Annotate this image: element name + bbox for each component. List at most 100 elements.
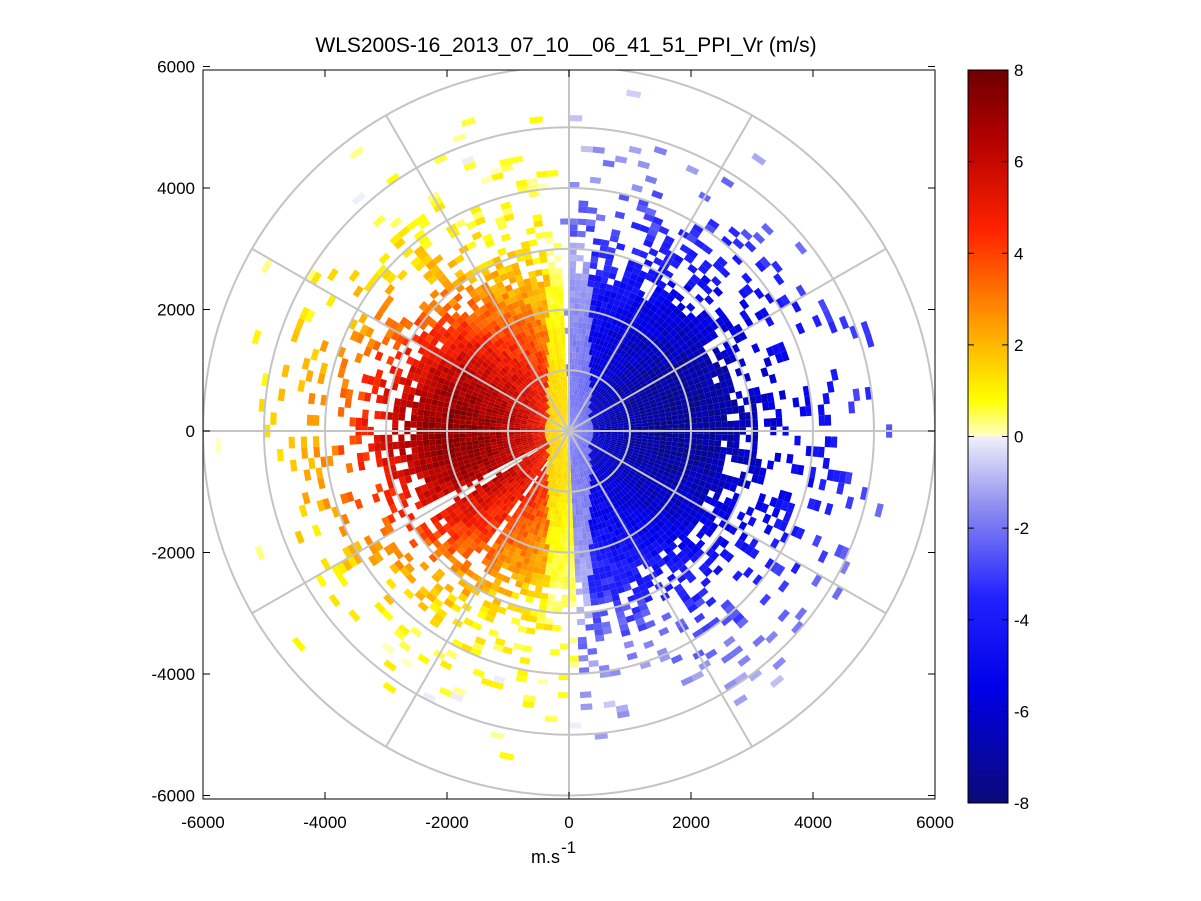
velocity-cell (561, 370, 565, 377)
velocity-cell (680, 675, 694, 687)
velocity-cell (440, 509, 449, 518)
velocity-cell (588, 394, 593, 401)
velocity-cell (822, 309, 834, 323)
velocity-cell (507, 564, 516, 573)
velocity-cell (665, 528, 674, 538)
velocity-cell (699, 456, 707, 463)
velocity-cell (521, 530, 529, 539)
velocity-cell (429, 474, 438, 482)
velocity-cell (498, 449, 506, 454)
velocity-cell (511, 447, 518, 453)
velocity-cell (669, 524, 678, 533)
velocity-cell (646, 368, 655, 376)
velocity-cell (544, 317, 551, 324)
velocity-cell (528, 558, 536, 567)
velocity-cell (702, 567, 713, 578)
velocity-cell (470, 461, 478, 467)
velocity-cell (577, 472, 582, 479)
velocity-cell (412, 453, 420, 461)
velocity-cell (386, 172, 401, 186)
velocity-cell (442, 366, 451, 375)
velocity-cell (713, 446, 721, 454)
velocity-cell (367, 375, 376, 386)
velocity-cell (544, 474, 550, 481)
velocity-cell (570, 455, 572, 462)
velocity-cell (464, 316, 474, 325)
velocity-cell (619, 350, 627, 358)
velocity-cell (455, 283, 465, 293)
velocity-cell (552, 297, 559, 305)
velocity-cell (572, 515, 577, 522)
velocity-cell (508, 422, 515, 426)
velocity-cell (628, 415, 635, 420)
velocity-cell (484, 439, 491, 444)
velocity-cell (658, 478, 667, 486)
velocity-cell (544, 432, 551, 435)
velocity-cell (587, 433, 594, 436)
velocity-cell (338, 525, 349, 538)
velocity-cell (604, 403, 611, 409)
velocity-cell (596, 470, 602, 477)
velocity-cell (432, 461, 440, 469)
velocity-cell (542, 473, 548, 480)
velocity-cell (647, 395, 655, 402)
velocity-cell (675, 507, 685, 516)
velocity-cell (510, 445, 517, 450)
velocity-cell (486, 479, 494, 487)
velocity-cell (679, 243, 691, 254)
velocity-cell (511, 342, 519, 350)
velocity-cell (534, 395, 540, 402)
velocity-cell (730, 455, 738, 463)
velocity-cell (525, 512, 532, 520)
velocity-cell (496, 438, 503, 442)
velocity-cell (505, 483, 513, 491)
velocity-cell (574, 291, 581, 298)
velocity-cell (639, 447, 647, 453)
velocity-cell (704, 648, 718, 660)
velocity-cell (576, 466, 580, 473)
velocity-cell (526, 426, 533, 429)
velocity-cell (631, 567, 640, 576)
velocity-cell (570, 412, 572, 419)
velocity-cell (630, 511, 638, 520)
velocity-cell (589, 374, 594, 382)
velocity-cell (644, 452, 652, 458)
velocity-cell (633, 345, 641, 353)
velocity-cell (587, 280, 595, 288)
velocity-cell (575, 460, 579, 467)
velocity-cell (708, 439, 716, 447)
velocity-cell (583, 463, 588, 470)
velocity-cell (561, 421, 566, 427)
velocity-cell (490, 416, 498, 421)
velocity-cell (573, 533, 579, 541)
velocity-cell (686, 540, 696, 550)
velocity-cell (457, 592, 468, 603)
velocity-cell (434, 368, 443, 377)
velocity-cell (633, 509, 641, 517)
velocity-cell (484, 418, 491, 423)
velocity-cell (536, 470, 542, 477)
velocity-cell (687, 366, 696, 375)
velocity-cell (576, 408, 580, 415)
velocity-cell (616, 380, 624, 387)
velocity-cell (751, 434, 759, 443)
velocity-cell (503, 297, 512, 306)
velocity-cell (693, 363, 702, 372)
velocity-cell (473, 387, 481, 394)
velocity-cell (585, 507, 591, 515)
velocity-cell (596, 560, 604, 568)
velocity-cell (621, 276, 630, 285)
velocity-cell (647, 460, 655, 467)
velocity-cell (610, 417, 617, 422)
velocity-cell (651, 190, 664, 200)
velocity-cell (572, 352, 576, 359)
velocity-cell (587, 481, 592, 489)
velocity-cell (696, 466, 705, 475)
velocity-cell (550, 532, 556, 540)
velocity-cell (651, 489, 660, 498)
velocity-cell (498, 408, 506, 413)
velocity-cell (505, 391, 513, 398)
velocity-cell (563, 485, 567, 492)
velocity-cell (569, 315, 574, 322)
velocity-cell (418, 311, 428, 321)
